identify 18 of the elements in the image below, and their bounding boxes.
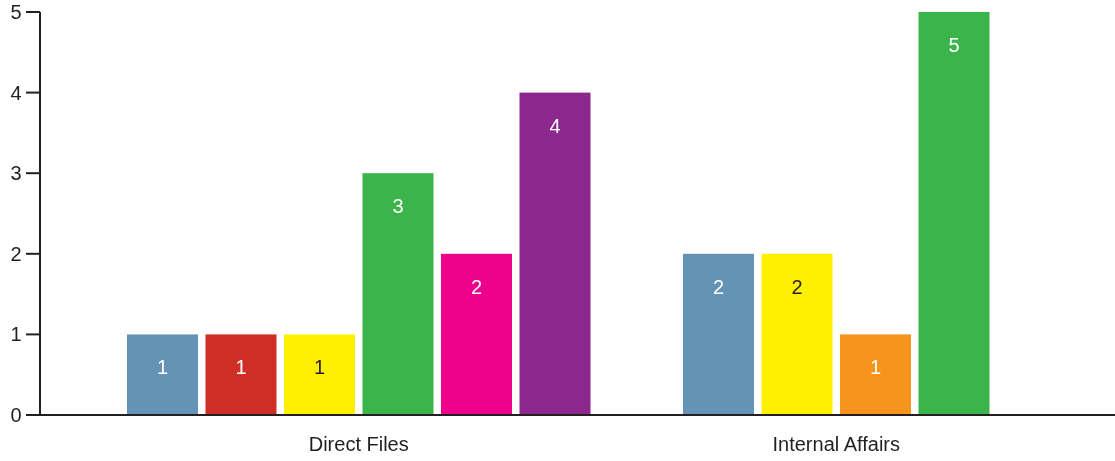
data-label: 1 xyxy=(313,356,326,379)
data-label: 5 xyxy=(948,34,960,56)
y-tick-label: 3 xyxy=(10,162,22,185)
x-tick-label: Direct Files xyxy=(308,433,409,455)
data-label: 3 xyxy=(392,195,404,218)
data-label: 1 xyxy=(235,356,247,379)
data-label: 4 xyxy=(549,114,561,137)
y-tick-label: 2 xyxy=(10,242,22,265)
y-tick-label: 5 xyxy=(10,1,22,23)
data-label: 1 xyxy=(156,356,169,379)
data-label: 2 xyxy=(712,275,725,298)
data-label: 2 xyxy=(791,275,803,298)
y-tick-label: 4 xyxy=(10,81,22,104)
data-label: 1 xyxy=(869,356,882,379)
x-tick-label: Internal Affairs xyxy=(772,433,900,455)
y-tick-label: 1 xyxy=(10,323,22,346)
data-label: 2 xyxy=(470,275,483,298)
y-tick-label: 0 xyxy=(10,404,22,426)
